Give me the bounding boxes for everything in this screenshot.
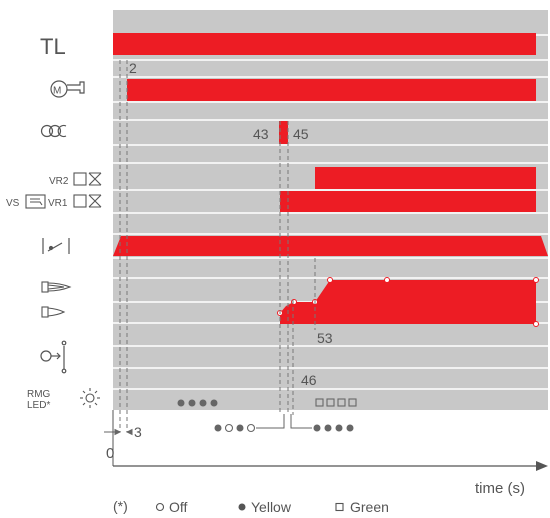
annotation-53s: 53 xyxy=(317,330,333,346)
led-icon xyxy=(80,388,100,408)
legend-green-symbol xyxy=(335,502,344,512)
label-vr2: VR2 xyxy=(49,176,69,187)
axis-zero: 0 xyxy=(106,445,114,462)
legend-off-symbol xyxy=(155,502,165,512)
curve-point xyxy=(327,277,333,283)
led-flame-green xyxy=(315,398,357,407)
curve-point xyxy=(384,277,390,283)
nozzle-flame-high-icon xyxy=(41,281,72,293)
label-led: LED* xyxy=(27,400,50,411)
label-tl: TL xyxy=(40,34,66,59)
legend-yellow: Yellow xyxy=(251,499,292,515)
annotation-2s: 2 xyxy=(129,60,137,76)
valve-vr2-icon xyxy=(73,172,102,186)
time-axis-arrow xyxy=(536,461,548,471)
tl-bar xyxy=(113,33,536,55)
label-vs: VS xyxy=(6,198,20,209)
ignition-bar xyxy=(279,121,288,144)
annotation-46s: 46 xyxy=(301,372,317,388)
curve-point xyxy=(291,299,297,305)
motor-bar xyxy=(127,79,536,101)
motor-icon: M xyxy=(50,80,85,98)
label-rmg: RMG xyxy=(27,389,51,400)
time-axis-label: time (s) xyxy=(475,480,525,497)
flame-bar xyxy=(280,280,536,324)
led-ignition-sequence xyxy=(214,414,285,433)
valve-vr1-icon xyxy=(73,194,102,208)
annotation-45s: 45 xyxy=(293,126,309,142)
annotation-3s: 3 xyxy=(134,424,142,440)
ignition-transformer-icon xyxy=(40,124,67,138)
air-damper-icon xyxy=(42,238,70,254)
label-vr1: VR1 xyxy=(48,198,68,209)
legend-yellow-symbol xyxy=(238,503,246,511)
nozzle-flame-low-icon xyxy=(41,306,66,318)
legend-note: (*) xyxy=(113,498,128,514)
air-pressure-switch-icon xyxy=(40,340,67,374)
dimension-3s xyxy=(104,428,133,436)
legend-green: Green xyxy=(350,499,389,515)
led-run-sequence xyxy=(290,414,354,432)
legend-off: Off xyxy=(169,499,188,515)
vr2-bar xyxy=(315,167,536,189)
air-damper-bar xyxy=(113,236,548,256)
curve-point xyxy=(533,321,539,327)
vr1-bar xyxy=(280,191,536,212)
valve-vs-icon xyxy=(25,194,46,209)
led-pre-purge xyxy=(177,399,218,407)
svg-text:M: M xyxy=(53,86,61,97)
curve-point xyxy=(533,277,539,283)
time-markers xyxy=(119,60,316,432)
annotation-43s: 43 xyxy=(253,126,269,142)
